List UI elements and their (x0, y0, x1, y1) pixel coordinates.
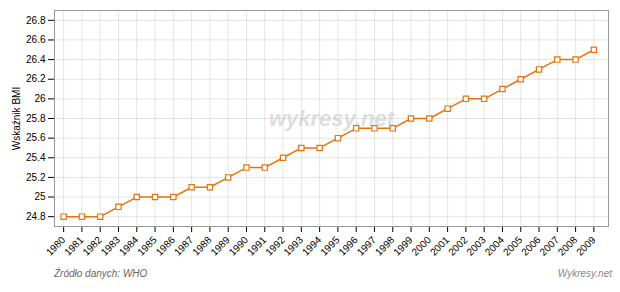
svg-text:2008: 2008 (556, 234, 580, 258)
svg-text:26: 26 (34, 93, 46, 104)
svg-text:2005: 2005 (501, 234, 525, 258)
svg-text:1994: 1994 (300, 234, 324, 258)
svg-text:1993: 1993 (281, 234, 305, 258)
svg-text:1988: 1988 (190, 234, 214, 258)
svg-text:1982: 1982 (80, 234, 104, 258)
svg-text:1998: 1998 (373, 234, 397, 258)
svg-text:2007: 2007 (537, 234, 561, 258)
svg-text:2001: 2001 (428, 234, 452, 258)
svg-text:1980: 1980 (44, 234, 68, 258)
svg-text:1989: 1989 (208, 234, 232, 258)
svg-text:1986: 1986 (154, 234, 178, 258)
svg-text:1997: 1997 (355, 234, 379, 258)
svg-text:1983: 1983 (99, 234, 123, 258)
svg-text:25.4: 25.4 (26, 152, 46, 163)
svg-text:2000: 2000 (409, 234, 433, 258)
svg-text:1999: 1999 (391, 234, 415, 258)
svg-text:1987: 1987 (172, 234, 196, 258)
svg-text:1981: 1981 (62, 234, 86, 258)
svg-text:2002: 2002 (446, 234, 470, 258)
svg-text:25: 25 (34, 191, 46, 202)
svg-text:2004: 2004 (483, 234, 507, 258)
svg-text:wykresy.net: wykresy.net (269, 106, 396, 131)
svg-text:Wskaźnik BMI: Wskaźnik BMI (11, 87, 22, 150)
svg-text:26.8: 26.8 (26, 15, 46, 26)
svg-text:2009: 2009 (574, 234, 598, 258)
svg-text:1996: 1996 (336, 234, 360, 258)
svg-text:1985: 1985 (135, 234, 159, 258)
svg-text:2003: 2003 (464, 234, 488, 258)
svg-text:1995: 1995 (318, 234, 342, 258)
svg-text:1984: 1984 (117, 234, 141, 258)
svg-text:2006: 2006 (519, 234, 543, 258)
svg-text:24.8: 24.8 (26, 211, 46, 222)
svg-text:26.2: 26.2 (26, 73, 46, 84)
svg-text:26.6: 26.6 (26, 34, 46, 45)
html-text:Źródło danych: WHO: Źródło danych: WHO (54, 268, 148, 279)
svg-text:25.6: 25.6 (26, 132, 46, 143)
svg-text:25.2: 25.2 (26, 172, 46, 183)
svg-text:1991: 1991 (245, 234, 269, 258)
svg-text:1990: 1990 (227, 234, 251, 258)
svg-text:25.8: 25.8 (26, 113, 46, 124)
html-text:Wykresy.net: Wykresy.net (557, 268, 612, 279)
svg-text:26.4: 26.4 (26, 54, 46, 65)
svg-text:1992: 1992 (263, 234, 287, 258)
